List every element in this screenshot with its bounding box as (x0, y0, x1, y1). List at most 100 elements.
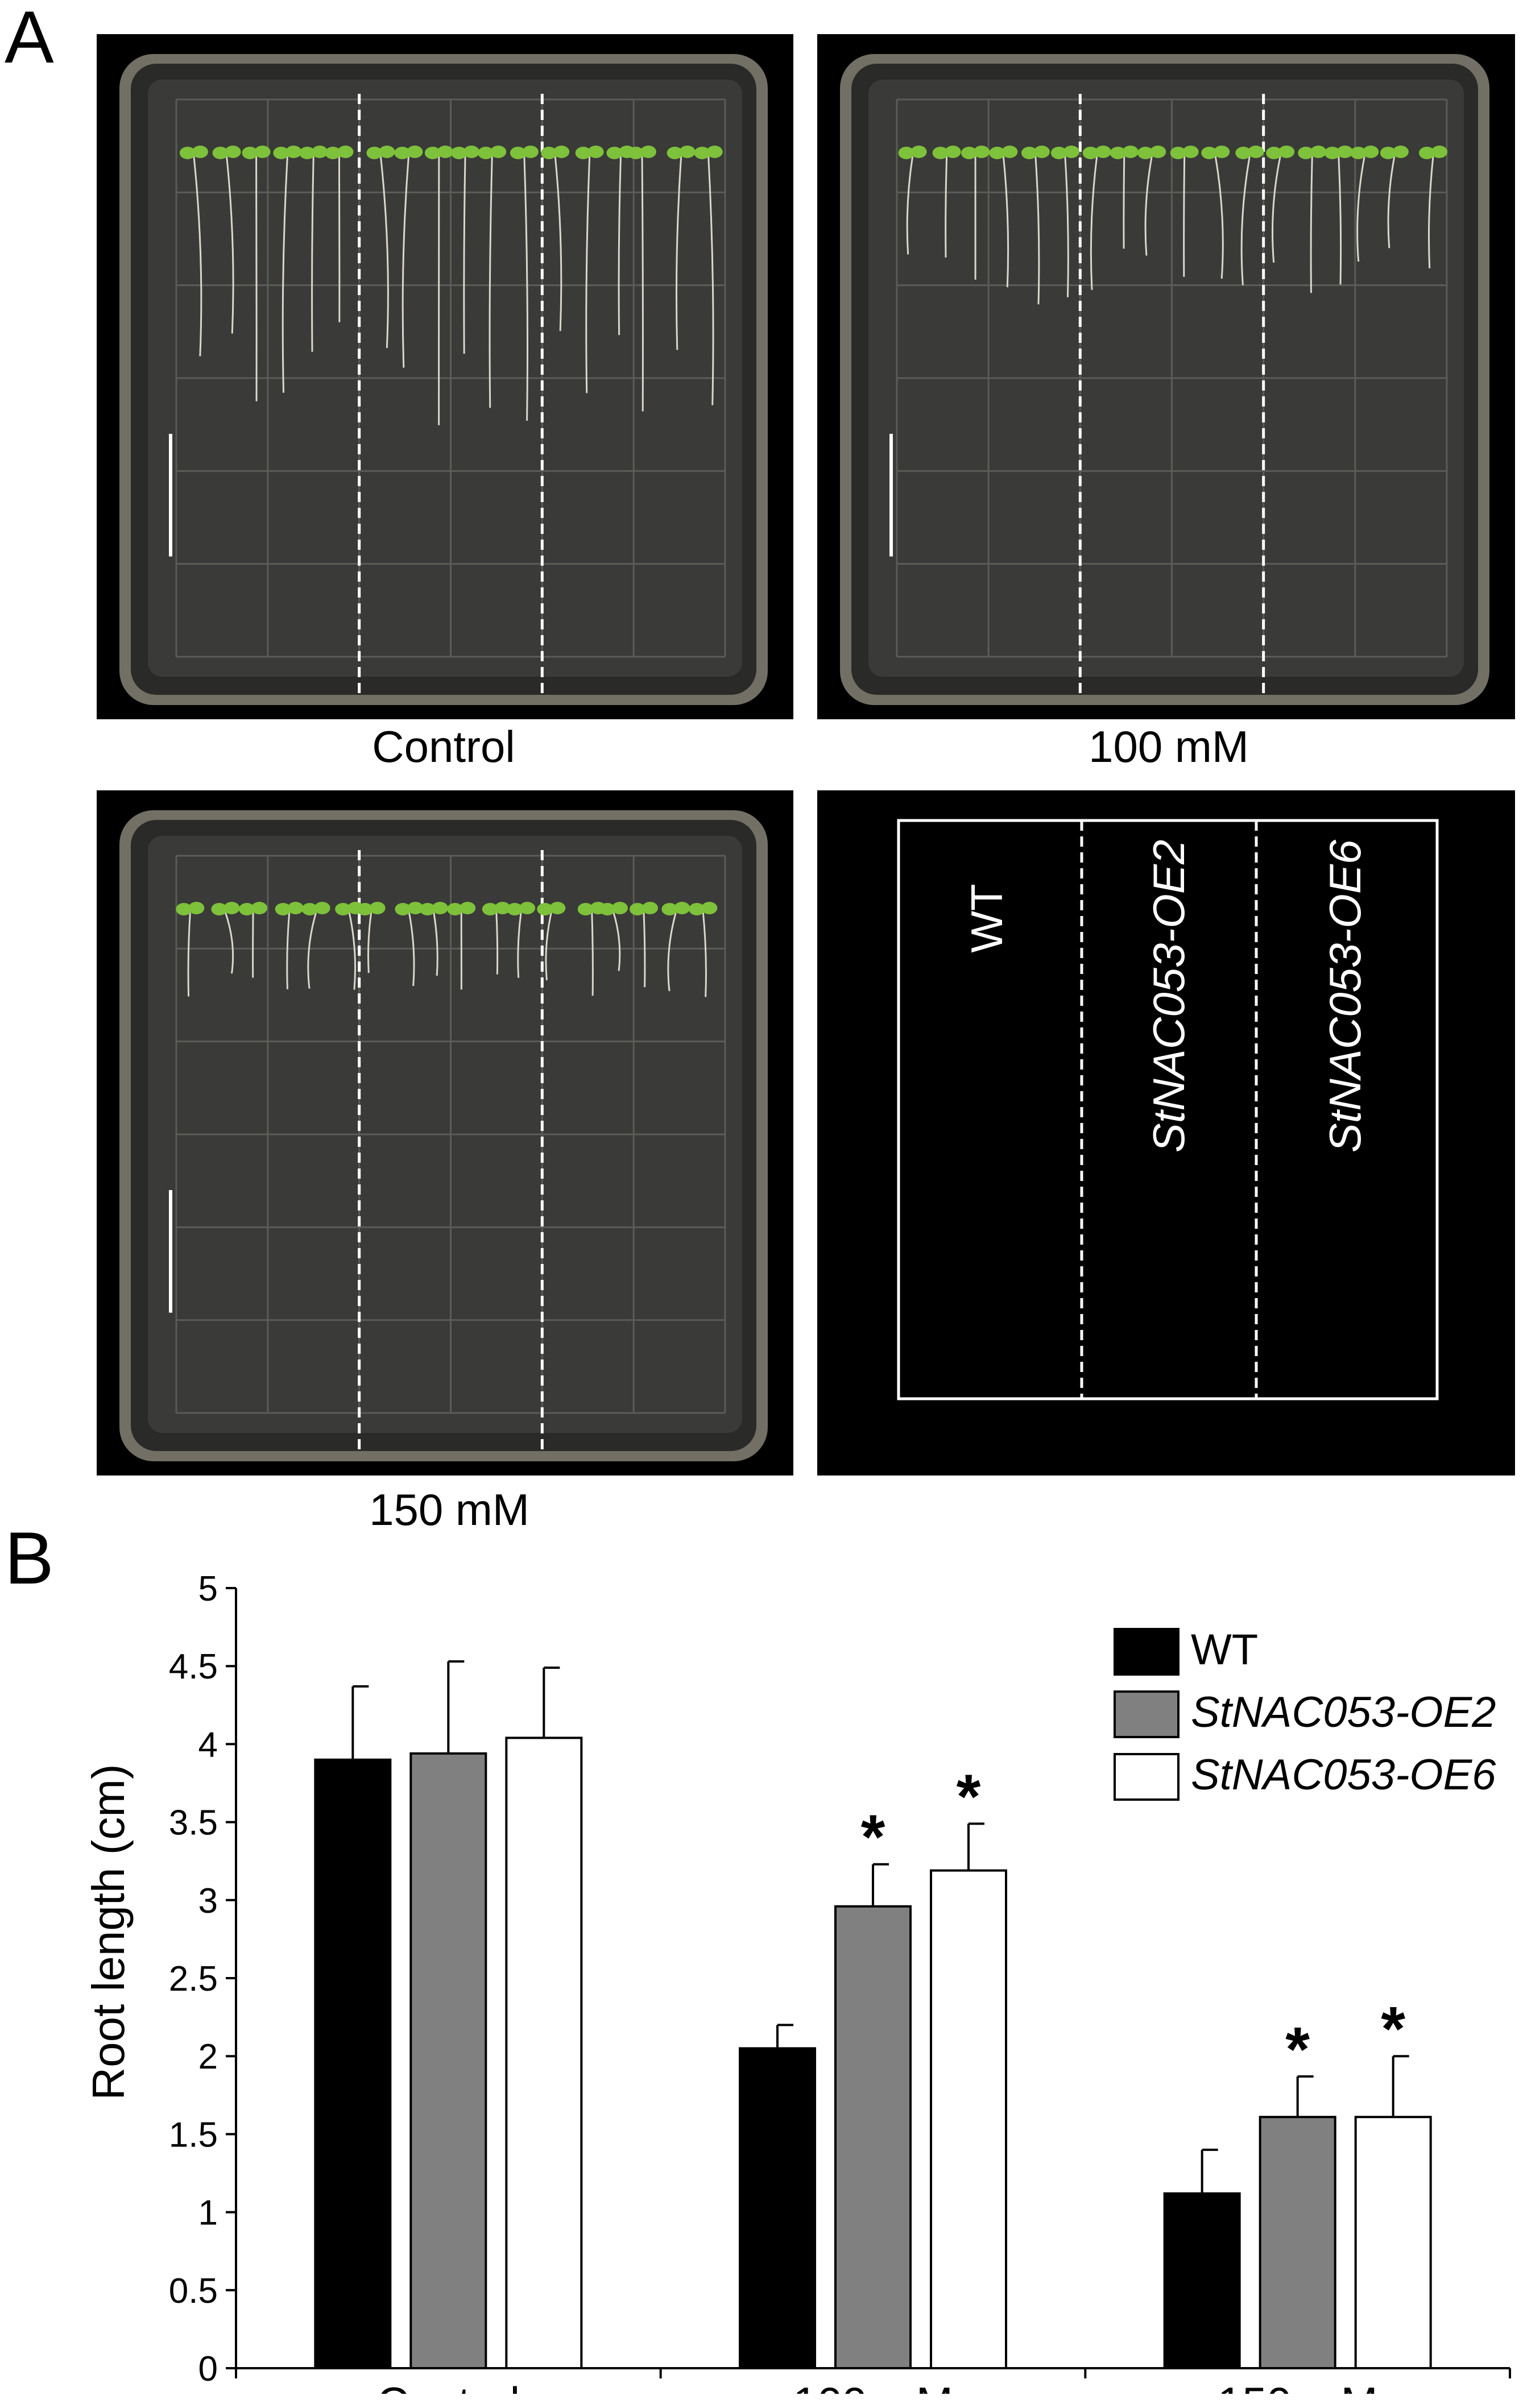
bar (1163, 2192, 1241, 2369)
seedling-leaf (463, 146, 480, 158)
seedling-leaf (242, 147, 258, 159)
seedling-leaf (225, 146, 241, 158)
seedling-leaf (494, 902, 511, 914)
y-tick-label: 3 (198, 1881, 218, 1921)
seedling-leaf (961, 147, 978, 159)
seedling-leaf (706, 146, 723, 158)
seedling-root (1427, 156, 1434, 268)
seedling-root (517, 912, 522, 978)
seedling-root (379, 156, 389, 349)
seedling-leaf (1150, 146, 1166, 158)
seedling-leaf (674, 902, 690, 914)
seedling-leaf (974, 146, 990, 158)
seedling-leaf (460, 902, 476, 914)
significance-asterisk: * (1285, 2015, 1310, 2084)
y-tick-label: 5 (198, 1575, 218, 1609)
seedling-root (489, 156, 493, 408)
seedling-leaf (629, 903, 645, 915)
seedling-root (1144, 156, 1153, 256)
seedling-root (1214, 156, 1224, 279)
seedling-leaf (447, 903, 463, 915)
significance-asterisk: * (957, 1762, 981, 1831)
seedling-leaf (642, 902, 658, 914)
seedling-leaf (1170, 147, 1186, 159)
seedling-leaf (395, 903, 411, 915)
seedling-root (545, 912, 552, 981)
plate-photo-control (97, 34, 793, 719)
y-tick-label: 4 (198, 1725, 218, 1764)
bar (505, 1736, 583, 2370)
seedling-leaf (254, 146, 271, 158)
y-tick-label: 2 (198, 2037, 218, 2077)
grid-lines (896, 98, 1448, 658)
seedling-leaf (478, 147, 494, 159)
seedling-leaf (1392, 146, 1409, 158)
seedling-leaf (1122, 146, 1139, 158)
seedling-leaf (945, 146, 961, 158)
seedling-leaf (239, 903, 255, 915)
seedling-leaf (1298, 147, 1314, 159)
seedling-leaf (419, 903, 436, 915)
legend-label: StNAC053-OE2 (1191, 1688, 1496, 1736)
y-tick-label: 0.5 (169, 2272, 218, 2311)
seedling-leaf (1095, 146, 1111, 158)
bar (314, 1758, 392, 2370)
seedling-leaf (640, 146, 657, 158)
seedling-leaf (179, 147, 196, 159)
seedling-leaf (357, 903, 373, 915)
significance-asterisk: * (861, 1802, 885, 1872)
seedling-root (307, 912, 317, 989)
y-tick-label: 0 (198, 2349, 218, 2389)
seedling-leaf (1235, 147, 1252, 159)
plate-photo-100mm (817, 34, 1515, 719)
seedling-leaf (451, 147, 467, 159)
seedling-leaf (667, 147, 683, 159)
legend-label: WT (1191, 1626, 1258, 1674)
seedling-root (702, 912, 707, 997)
seedling-leaf (211, 903, 227, 915)
seedling-leaf (379, 146, 395, 158)
seedling-leaf (694, 147, 710, 159)
seedling-root (193, 156, 202, 357)
seedling-root (286, 912, 291, 989)
seedling-leaf (285, 146, 302, 158)
seedling-root (675, 156, 682, 350)
seedling-root (1183, 156, 1186, 277)
seedling-leaf (1380, 147, 1396, 159)
seedling-leaf (1418, 147, 1435, 159)
seedling-leaf (553, 146, 570, 158)
seedling-leaf (611, 902, 628, 914)
seedling-root (643, 912, 646, 988)
seedling-leaf (312, 146, 328, 158)
y-axis-label: Root length (cm) (83, 1764, 134, 2100)
seedling-root (1090, 156, 1098, 290)
seedling-root (226, 156, 234, 334)
bar (834, 1905, 912, 2369)
seedling-root (1387, 156, 1396, 248)
legend-label: StNAC053-OE6 (1191, 1751, 1496, 1799)
seedling-leaf (1063, 146, 1079, 158)
seedling-leaf (273, 147, 289, 159)
seedling-leaf (510, 147, 526, 159)
seedling-leaf (490, 146, 507, 158)
y-tick-label: 1.5 (169, 2115, 218, 2154)
seedling-leaf (314, 902, 330, 914)
seedling-root (591, 912, 594, 996)
seedling-leaf (1110, 147, 1126, 159)
root-length-bar-chart: Root length (cm) 0 0.5 1 1.5 2 2.5 3 3.5 4 4.5 5 Co… (83, 1575, 1511, 2394)
caption-100mm: 100 mM (1089, 722, 1249, 772)
seedling-leaf (1278, 146, 1295, 158)
seedling-root (1272, 156, 1281, 263)
seedling-leaf (577, 903, 594, 915)
seedling-leaf (1050, 147, 1067, 159)
legend-swatch (1114, 1753, 1180, 1801)
seedling-root (224, 912, 234, 974)
seedling-leaf (519, 902, 536, 914)
grid-lines (175, 98, 726, 658)
seedling-leaf (337, 146, 354, 158)
seedling-root (667, 912, 677, 992)
seedling-leaf (549, 902, 566, 914)
seedling-leaf (432, 902, 448, 914)
plate-photo-150mm (97, 790, 793, 1476)
seedling-leaf (587, 146, 604, 158)
